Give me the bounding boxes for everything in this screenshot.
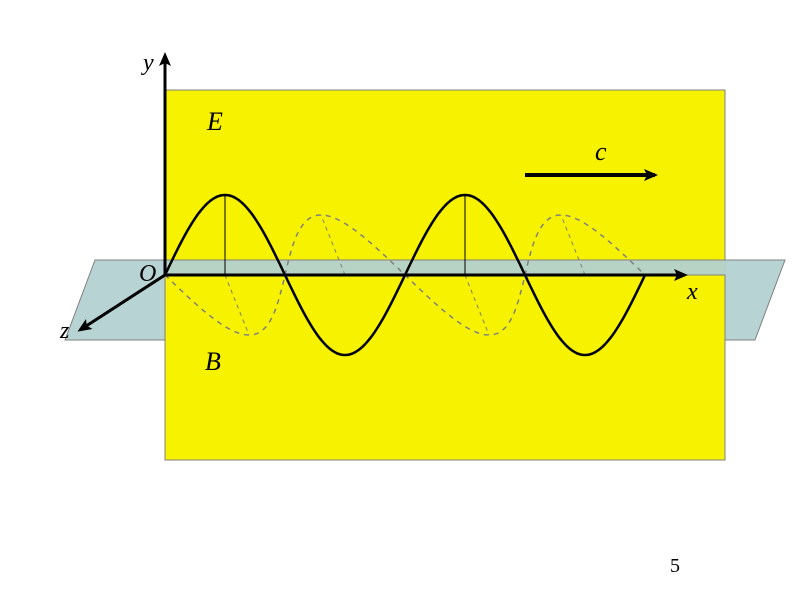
- label-c: c⃗: [595, 137, 627, 166]
- svg-text:z: z: [59, 318, 70, 344]
- label-B: B⃗: [205, 347, 241, 376]
- em-wave-diagram: y x z O E⃗ B⃗ c⃗: [0, 0, 800, 600]
- page-number: 5: [670, 555, 680, 578]
- label-E: E⃗: [206, 107, 243, 136]
- svg-text:O: O: [139, 261, 156, 287]
- svg-text:x: x: [686, 279, 698, 305]
- svg-text:y: y: [141, 50, 154, 76]
